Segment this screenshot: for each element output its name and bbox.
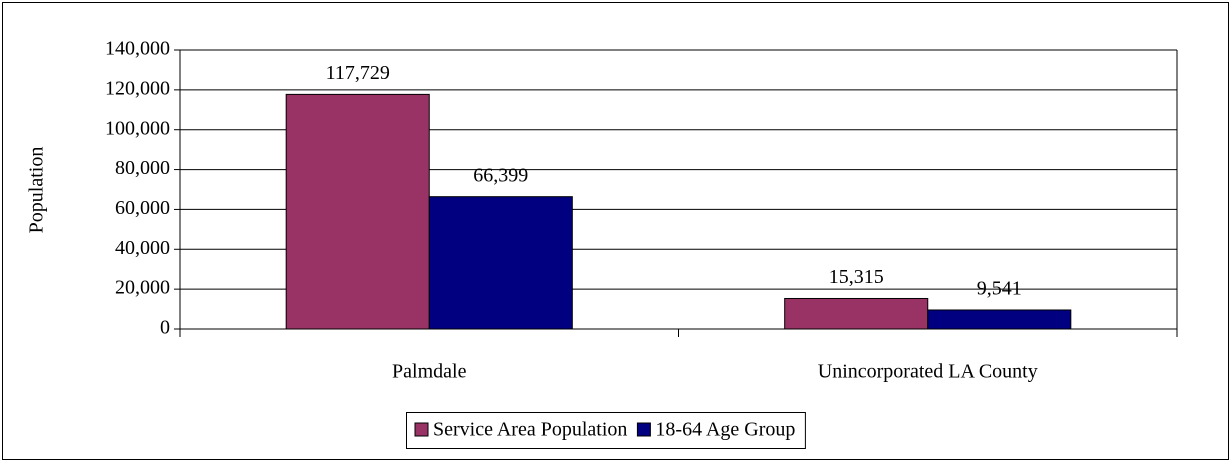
- y-tick-label: 0: [160, 317, 170, 339]
- legend-swatch: [636, 422, 651, 437]
- bar: [285, 93, 430, 330]
- value-label: 15,315: [829, 266, 884, 288]
- y-tick-label: 60,000: [115, 197, 170, 219]
- bar: [784, 297, 929, 330]
- legend: [406, 412, 806, 449]
- value-label: 9,541: [977, 278, 1022, 300]
- y-tick-label: 100,000: [105, 117, 170, 139]
- legend-swatch: [414, 422, 429, 437]
- x-tick-label: Palmdale: [392, 361, 467, 383]
- y-axis-label: Population: [26, 147, 48, 234]
- bar: [428, 196, 573, 330]
- y-tick-label: 80,000: [115, 157, 170, 179]
- y-tick-label: 40,000: [115, 237, 170, 259]
- legend-label: 18-64 Age Group: [655, 419, 795, 441]
- y-tick-label: 120,000: [105, 77, 170, 99]
- bar: [927, 309, 1072, 330]
- legend-label: Service Area Population: [433, 419, 627, 441]
- value-label: 117,729: [326, 62, 390, 84]
- chart-border: [2, 2, 1229, 460]
- x-tick-label: Unincorporated LA County: [818, 361, 1038, 383]
- y-tick-label: 140,000: [105, 38, 170, 60]
- value-label: 66,399: [473, 164, 528, 186]
- y-tick-label: 20,000: [115, 277, 170, 299]
